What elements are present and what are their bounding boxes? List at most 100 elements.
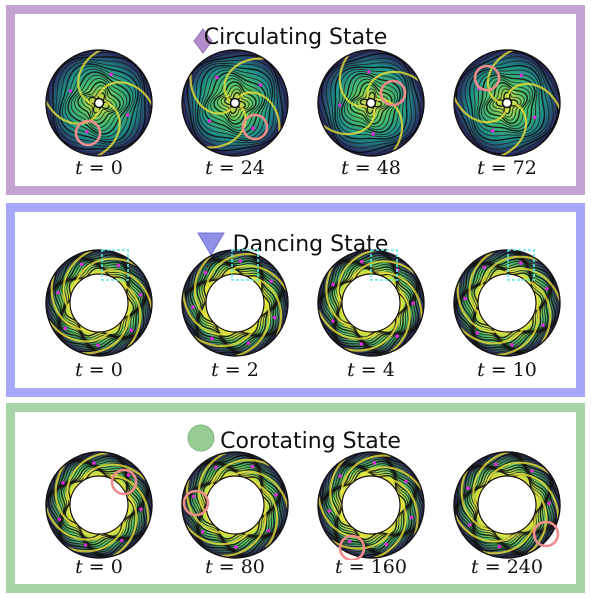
dashed-highlight-box: [231, 249, 259, 281]
equals-sign: =: [348, 157, 377, 179]
snapshot-frame: [44, 450, 154, 560]
equals-sign: =: [478, 556, 507, 578]
highlight-ring: [338, 534, 366, 560]
vortex-dot: [532, 115, 537, 120]
dashed-highlight-box: [101, 249, 129, 281]
vortex-dot: [359, 342, 364, 346]
vortex-dot: [468, 523, 472, 527]
time-label: t = 0: [34, 359, 164, 381]
vortex-dot: [490, 128, 495, 133]
streamlines: [46, 250, 152, 356]
vortex-dot: [258, 83, 263, 87]
vortex-dot: [234, 545, 238, 549]
vortex-dot: [274, 493, 278, 497]
equals-sign: =: [212, 157, 241, 179]
equals-sign: =: [82, 359, 111, 381]
time-symbol: t: [75, 556, 83, 578]
equals-sign: =: [484, 359, 513, 381]
equals-sign: =: [212, 556, 241, 578]
time-value: 2: [246, 359, 259, 381]
vortex-dot: [215, 75, 219, 80]
vortex-dot: [246, 341, 251, 345]
equals-sign: =: [342, 556, 371, 578]
streamlines: [318, 250, 424, 356]
vortex-dot: [203, 270, 208, 275]
highlight-ring: [74, 119, 102, 147]
vortex-dot: [475, 331, 480, 335]
time-label: t = 80: [170, 556, 300, 578]
vortex-dot: [96, 343, 100, 347]
vortex-dot: [544, 287, 549, 291]
streamlines: [318, 50, 424, 156]
inner-hole: [93, 97, 105, 109]
streamlines: [182, 50, 288, 156]
vortex-dot: [519, 73, 524, 78]
diamond-marker-icon: [193, 28, 213, 58]
snapshot-frame: [180, 48, 290, 158]
time-value: 24: [240, 157, 265, 179]
highlight-ring: [182, 489, 210, 517]
time-symbol: t: [205, 556, 213, 578]
time-value: 0: [110, 359, 123, 381]
time-value: 72: [512, 157, 537, 179]
streamlines: [46, 452, 152, 558]
snapshot-frame: [180, 450, 290, 560]
time-symbol: t: [211, 359, 219, 381]
vortex-dot: [61, 481, 65, 485]
vortex-dot: [338, 103, 342, 107]
vortex-dot: [331, 282, 335, 287]
vortex-dot: [120, 538, 124, 543]
time-value: 48: [376, 157, 401, 179]
vortex-dot: [510, 343, 514, 347]
time-label: t = 2: [170, 359, 300, 381]
vortex-dot: [404, 479, 408, 484]
snapshot-frame: [316, 450, 426, 560]
snapshot-frame: [452, 48, 562, 158]
vortex-dot: [116, 263, 121, 268]
circle-marker-icon: [187, 424, 215, 456]
vortex-dot: [250, 464, 255, 469]
vortex-dot: [541, 323, 545, 327]
equals-sign: =: [218, 359, 247, 381]
snapshot-frame: [316, 248, 426, 358]
inner-hole: [229, 97, 241, 109]
vortex-dot: [411, 301, 415, 305]
vortex-dot: [497, 544, 502, 549]
equals-sign: =: [484, 157, 513, 179]
time-value: 4: [382, 359, 395, 381]
highlight-ring: [473, 64, 501, 92]
vortex-dot: [272, 315, 277, 320]
snapshot-frame: [44, 248, 154, 358]
vortex-dot: [139, 507, 143, 512]
inner-hole: [341, 475, 401, 535]
time-value: 0: [110, 556, 123, 578]
vortex-dot: [372, 461, 377, 465]
equals-sign: =: [82, 157, 111, 179]
time-label: t = 160: [306, 556, 436, 578]
vortex-dot: [207, 119, 212, 123]
time-symbol: t: [335, 556, 343, 578]
vortex-dot: [530, 469, 534, 473]
inner-hole: [477, 475, 537, 535]
snapshot-frame: [316, 48, 426, 158]
vortex-dot: [138, 292, 143, 297]
inner-hole: [341, 273, 401, 333]
snapshot-frame: [452, 248, 562, 358]
vortex-dot: [266, 528, 271, 533]
time-value: 10: [512, 359, 537, 381]
time-label: t = 48: [306, 157, 436, 179]
highlight-ring: [379, 79, 407, 107]
vortex-dot: [463, 296, 467, 301]
vortex-dot: [269, 279, 273, 283]
snapshot-frame: [44, 48, 154, 158]
time-label: t = 0: [34, 556, 164, 578]
time-symbol: t: [471, 556, 479, 578]
vortex-dot: [200, 530, 205, 534]
vortex-dot: [214, 465, 218, 470]
vortex-dot: [191, 494, 196, 499]
vortex-dot: [126, 473, 131, 477]
inner-hole: [365, 97, 377, 109]
inner-hole: [477, 273, 537, 333]
vortex-dot: [63, 326, 68, 331]
panel-title: Circulating State: [203, 25, 388, 50]
